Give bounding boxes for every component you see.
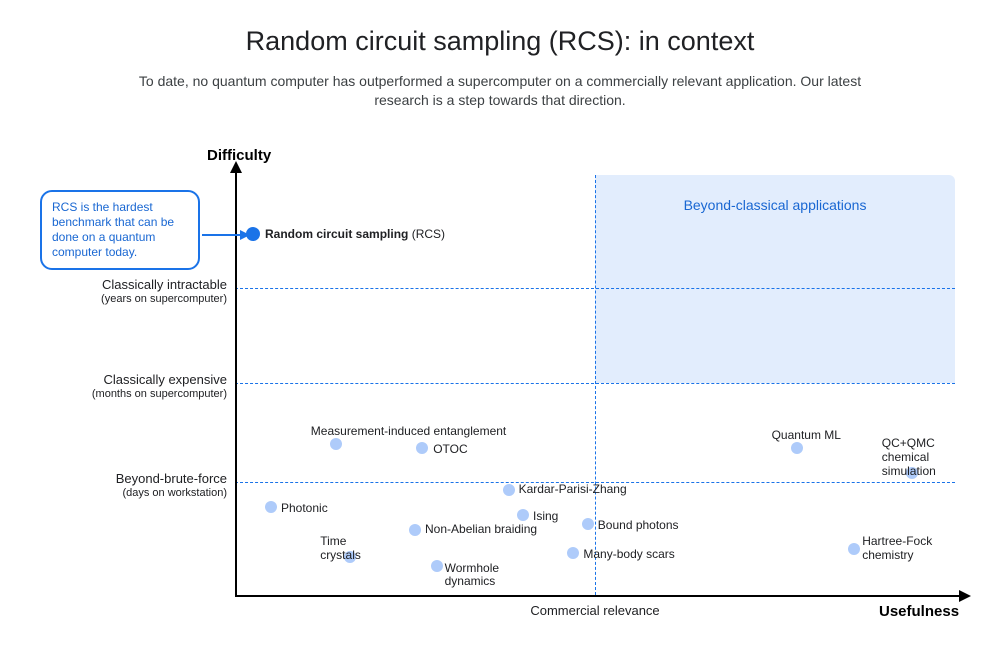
point-worm — [431, 560, 443, 572]
y-tick-label: Classically expensive(months on supercom… — [37, 373, 227, 401]
point-label-qml: Quantum ML — [772, 428, 841, 442]
point-otoc — [416, 442, 428, 454]
x-axis — [235, 595, 963, 597]
y-axis — [235, 167, 237, 595]
point-rcs — [246, 227, 260, 241]
point-label-many: Many-body scars — [583, 547, 674, 561]
point-label-bound: Bound photons — [598, 518, 679, 532]
y-tick-label: Beyond-brute-force(days on workstation) — [37, 472, 227, 500]
point-hf — [848, 543, 860, 555]
point-label-qcqmc: QC+QMC chemical simulation — [882, 437, 962, 478]
point-many — [567, 547, 579, 559]
x-axis-arrow — [959, 590, 971, 602]
point-label-rcs: Random circuit sampling (RCS) — [265, 227, 445, 241]
point-ising — [517, 509, 529, 521]
x-mid-label: Commercial relevance — [505, 603, 685, 618]
beyond-classical-label: Beyond-classical applications — [655, 197, 895, 213]
point-nab — [409, 524, 421, 536]
point-label-time: Time crystals — [320, 535, 370, 563]
point-bound — [582, 518, 594, 530]
x-axis-title: Usefulness — [879, 603, 959, 620]
point-kpz — [503, 484, 515, 496]
point-qml — [791, 442, 803, 454]
point-label-photonic: Photonic — [281, 501, 328, 515]
point-label-nab: Non-Abelian braiding — [425, 522, 537, 536]
point-label-hf: Hartree-Fock chemistry — [862, 535, 952, 563]
callout-box: RCS is the hardest benchmark that can be… — [40, 190, 200, 270]
callout-arrow-line — [202, 234, 242, 236]
y-axis-title: Difficulty — [207, 147, 271, 164]
y-tick-label: Classically intractable(years on superco… — [37, 278, 227, 306]
point-label-mie: Measurement-induced entanglement — [311, 424, 506, 438]
chart-subtitle: To date, no quantum computer has outperf… — [120, 72, 880, 110]
point-photonic — [265, 501, 277, 513]
chart-title: Random circuit sampling (RCS): in contex… — [0, 26, 1000, 57]
grid-line-v — [595, 175, 596, 595]
point-label-otoc: OTOC — [433, 442, 467, 456]
point-mie — [330, 438, 342, 450]
point-label-kpz: Kardar-Parisi-Zhang — [519, 482, 627, 496]
point-label-worm: Wormhole dynamics — [445, 562, 515, 590]
